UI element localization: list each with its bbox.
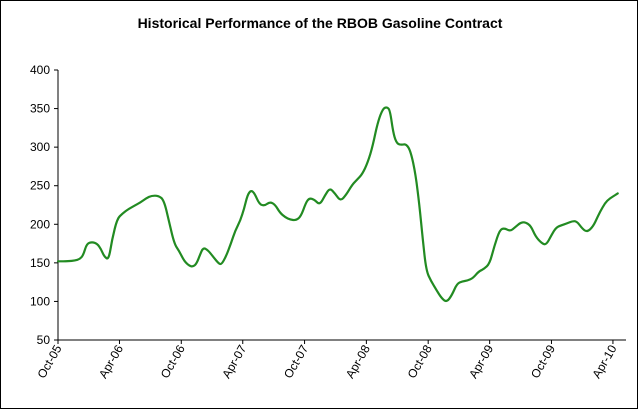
y-tick-label: 350 xyxy=(30,102,50,116)
chart-title: Historical Performance of the RBOB Gasol… xyxy=(137,15,503,31)
series-line-rbob xyxy=(56,106,619,303)
x-tick-label: Oct-05 xyxy=(34,342,64,380)
series-layer xyxy=(56,106,619,303)
y-tick-label: 150 xyxy=(30,256,50,270)
x-tick-label: Apr-08 xyxy=(343,342,373,380)
y-tick-label: 50 xyxy=(37,333,51,347)
y-tick-label: 100 xyxy=(30,294,50,308)
x-axis-ticks: Oct-05 Apr-06 Oct-06 Apr-07 Oct-07 Apr-08 Oct-… xyxy=(34,340,620,381)
x-tick-label: Apr-10 xyxy=(589,342,619,380)
x-tick-label: Apr-06 xyxy=(96,342,126,380)
y-tick-label: 250 xyxy=(30,179,50,193)
y-tick-label: 400 xyxy=(30,63,50,77)
x-tick-label: Oct-09 xyxy=(528,342,558,380)
y-axis-ticks: 50 100 150 200 250 300 350 400 xyxy=(30,63,58,347)
y-tick-label: 200 xyxy=(30,217,50,231)
x-tick-label: Oct-06 xyxy=(158,342,188,380)
x-tick-label: Oct-08 xyxy=(405,342,435,380)
x-tick-label: Oct-07 xyxy=(281,342,311,380)
x-tick-label: Apr-07 xyxy=(219,342,249,380)
axes xyxy=(57,70,626,341)
y-tick-label: 300 xyxy=(30,140,50,154)
x-tick-label: Apr-09 xyxy=(466,342,496,380)
